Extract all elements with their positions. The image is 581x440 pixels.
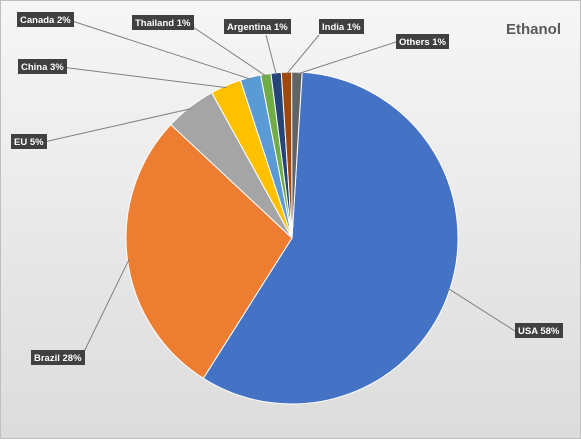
data-label-text-thailand: Thailand 1%	[135, 18, 191, 29]
data-label-others: Others 1%	[396, 34, 449, 49]
data-label-box-india	[319, 19, 364, 34]
data-label-brazil: Brazil 28%	[31, 350, 85, 365]
data-label-text-eu: EU 5%	[14, 137, 44, 148]
data-label-text-usa: USA 58%	[518, 326, 560, 337]
data-label-text-brazil: Brazil 28%	[34, 353, 82, 364]
data-label-box-eu	[11, 134, 47, 149]
data-label-box-thailand	[132, 15, 194, 30]
data-label-eu: EU 5%	[11, 134, 47, 149]
leader-line-usa	[447, 287, 516, 332]
data-label-text-others: Others 1%	[399, 37, 447, 48]
chart-title: Ethanol	[506, 21, 561, 38]
leader-line-brazil	[80, 258, 130, 359]
data-label-text-india: India 1%	[322, 22, 361, 33]
data-label-box-argentina	[224, 19, 291, 34]
data-label-text-china: China 3%	[21, 62, 64, 73]
data-label-box-others	[396, 34, 449, 49]
leader-line-thailand	[186, 22, 267, 77]
pie-slice-brazil	[125, 123, 293, 380]
data-label-text-canada: Canada 2%	[20, 15, 71, 26]
leader-line-canada	[68, 19, 252, 80]
data-label-box-usa	[515, 323, 563, 338]
data-label-box-china	[18, 59, 67, 74]
data-label-india: India 1%	[319, 19, 364, 34]
data-label-canada: Canada 2%	[17, 12, 74, 27]
leader-line-argentina	[265, 34, 277, 75]
data-label-text-argentina: Argentina 1%	[227, 22, 288, 33]
data-label-china: China 3%	[18, 59, 67, 74]
leader-line-eu	[43, 108, 192, 143]
data-label-thailand: Thailand 1%	[132, 15, 194, 30]
leader-line-china	[60, 66, 227, 89]
leader-line-others	[296, 41, 397, 75]
data-label-box-brazil	[31, 350, 85, 365]
data-label-argentina: Argentina 1%	[224, 19, 291, 34]
data-label-box-canada	[17, 12, 74, 27]
leader-line-india	[286, 34, 320, 75]
data-label-usa: USA 58%	[515, 323, 563, 338]
